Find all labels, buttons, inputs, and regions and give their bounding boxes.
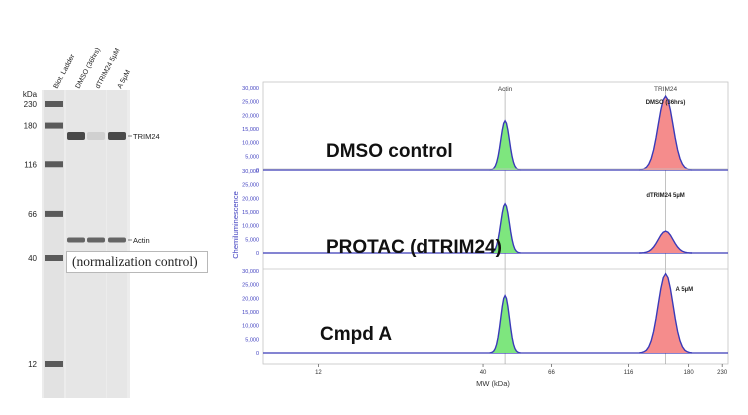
sample-band [87, 132, 105, 140]
x-tick-label: 180 [684, 370, 695, 376]
band-label: Actin [133, 236, 150, 245]
x-axis-label: MW (kDa) [476, 379, 510, 388]
panel-annotation: DMSO (36hrs) [646, 100, 686, 106]
ladder-band [45, 361, 63, 367]
ladder-band [45, 122, 63, 129]
gel-lane [107, 90, 127, 398]
trim24-peak [639, 231, 692, 253]
gel-lane [66, 90, 86, 398]
x-tick-label: 40 [480, 370, 487, 376]
y-tick-label: 10,000 [242, 324, 259, 330]
ladder-band [45, 210, 63, 217]
panel-label-cmpd-a: Cmpd A [320, 324, 393, 345]
y-tick-label: 10,000 [242, 224, 259, 230]
sample-band [87, 237, 105, 243]
sample-band [67, 132, 85, 140]
band-label: TRIM24 [133, 132, 160, 141]
peak-label: Actin [498, 86, 513, 93]
trim24-peak [639, 96, 692, 170]
peak-trace [489, 202, 521, 254]
ladder-marker-label: 116 [24, 160, 37, 169]
y-tick-label: 15,000 [242, 127, 259, 133]
peak-trace [489, 293, 521, 354]
kda-header: kDa [23, 90, 38, 99]
peak-label: TRIM24 [654, 86, 678, 93]
y-tick-label: 10,000 [242, 141, 259, 147]
ladder-marker-label: 40 [28, 254, 37, 263]
plot-frame [262, 81, 729, 365]
y-tick-label: 25,000 [242, 283, 259, 289]
y-tick-label: 5,000 [245, 154, 259, 160]
ladder-band [45, 101, 63, 107]
trim24-peak [639, 273, 692, 353]
sample-band [67, 237, 85, 243]
actin-peak [489, 295, 521, 353]
y-tick-label: 5,000 [245, 337, 259, 343]
peak-trace [639, 230, 693, 254]
panel-annotation: A 5µM [676, 287, 694, 293]
y-tick-label: 5,000 [245, 237, 259, 243]
y-tick-label: 30,000 [242, 169, 259, 175]
ladder-marker-label: 230 [24, 100, 38, 109]
panel-label-dmso: DMSO control [326, 141, 453, 162]
gel-lane [86, 90, 106, 398]
y-tick-label: 20,000 [242, 113, 259, 119]
y-tick-label: 0 [256, 351, 259, 357]
y-tick-label: 30,000 [242, 269, 259, 275]
y-tick-label: 25,000 [242, 100, 259, 106]
y-tick-label: 20,000 [242, 196, 259, 202]
y-tick-label: 30,000 [242, 86, 259, 92]
panel-label-protac: PROTAC (dTRIM24) [326, 237, 502, 258]
normalization-control-note: (normalization control) [66, 251, 208, 273]
peak-trace [639, 94, 693, 171]
ladder-marker-label: 180 [24, 122, 38, 131]
sample-band [108, 132, 126, 140]
peak-trace [489, 119, 521, 171]
y-axis-label: Chemiluminescence [231, 191, 240, 259]
panel-annotation: dTRIM24 5µM [646, 193, 684, 199]
x-tick-label: 12 [315, 370, 322, 376]
peak-trace [639, 272, 693, 354]
ladder-marker-label: 12 [28, 360, 37, 369]
y-tick-label: 15,000 [242, 310, 259, 316]
ladder-band [45, 255, 63, 262]
y-tick-label: 20,000 [242, 296, 259, 302]
actin-peak [489, 120, 521, 170]
y-tick-label: 0 [256, 251, 259, 257]
sample-band [108, 237, 126, 243]
ladder-marker-label: 66 [28, 210, 37, 219]
y-tick-label: 0 [256, 168, 259, 174]
y-tick-label: 15,000 [242, 210, 259, 216]
y-tick-label: 25,000 [242, 183, 259, 189]
x-tick-label: 230 [717, 370, 728, 376]
ladder-band [45, 161, 63, 168]
x-tick-label: 116 [624, 370, 634, 376]
actin-peak [489, 203, 521, 253]
x-tick-label: 66 [548, 370, 555, 376]
